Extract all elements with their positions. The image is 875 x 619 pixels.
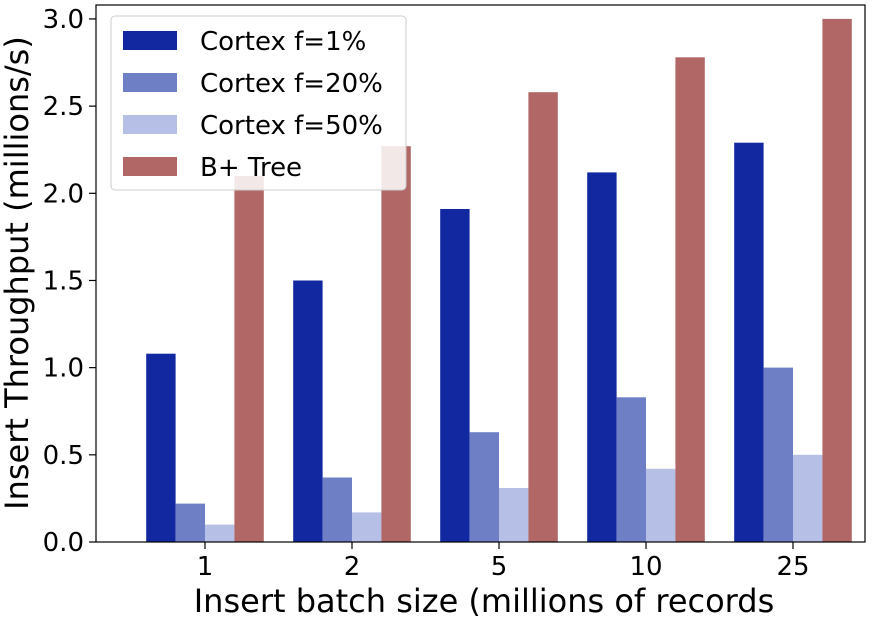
bar-b-tree-1: [234, 175, 264, 542]
bar-cortex-f-1--10: [587, 172, 617, 542]
bar-cortex-f-50--25: [793, 454, 823, 542]
y-tick-label: 0.5: [43, 441, 84, 471]
bar-cortex-f-1--5: [440, 209, 470, 542]
legend: Cortex f=1% Cortex f=20% Cortex f=50% B+ Tr…: [110, 15, 407, 191]
x-tick-label: 5: [491, 552, 508, 582]
bars-group: [146, 18, 852, 543]
bar-b-tree-10: [675, 57, 705, 543]
y-tick-label: 1.5: [43, 266, 84, 296]
bar-cortex-f-50--5: [499, 488, 529, 542]
y-axis: 0.0 0.5 1.0 1.5 2.0 2.5 3.0: [43, 5, 96, 558]
x-tick-label: 10: [629, 552, 662, 582]
legend-label: Cortex f=1%: [200, 27, 366, 57]
legend-swatch: [123, 115, 177, 134]
bar-b-tree-25: [822, 18, 852, 542]
bar-cortex-f-20--25: [763, 367, 793, 542]
legend-box: [110, 15, 407, 191]
bar-cortex-f-1--1: [146, 353, 176, 542]
legend-swatch: [123, 73, 177, 92]
y-tick-label: 2.5: [43, 92, 84, 122]
bar-cortex-f-20--5: [469, 432, 499, 542]
bar-cortex-f-50--2: [352, 512, 382, 542]
bar-cortex-f-1--25: [734, 142, 764, 542]
legend-label: Cortex f=20%: [200, 69, 383, 99]
bar-cortex-f-50--1: [205, 524, 235, 542]
bar-cortex-f-20--2: [322, 477, 352, 542]
x-tick-label: 2: [344, 552, 361, 582]
bar-b-tree-2: [381, 146, 411, 542]
x-axis-title: Insert batch size (millions of records: [194, 582, 775, 619]
y-axis-title: Insert Throughput (millions/s): [0, 36, 36, 510]
bar-cortex-f-20--1: [175, 503, 205, 542]
bar-cortex-f-20--10: [616, 397, 646, 542]
x-tick-label: 1: [197, 552, 214, 582]
legend-label: B+ Tree: [200, 153, 302, 183]
y-tick-label: 0.0: [43, 528, 84, 558]
legend-swatch: [123, 157, 177, 176]
legend-label: Cortex f=50%: [200, 111, 383, 141]
y-tick-label: 2.0: [43, 179, 84, 209]
y-tick-label: 3.0: [43, 5, 84, 35]
y-tick-label: 1.0: [43, 354, 84, 384]
plot-frame: [95, 4, 866, 543]
bar-cortex-f-1--2: [293, 280, 323, 542]
x-axis: 1 2 5 10 25: [197, 542, 810, 582]
bar-b-tree-5: [528, 92, 558, 542]
x-tick-label: 25: [776, 552, 809, 582]
bar-cortex-f-50--10: [646, 468, 676, 542]
legend-swatch: [123, 31, 177, 50]
